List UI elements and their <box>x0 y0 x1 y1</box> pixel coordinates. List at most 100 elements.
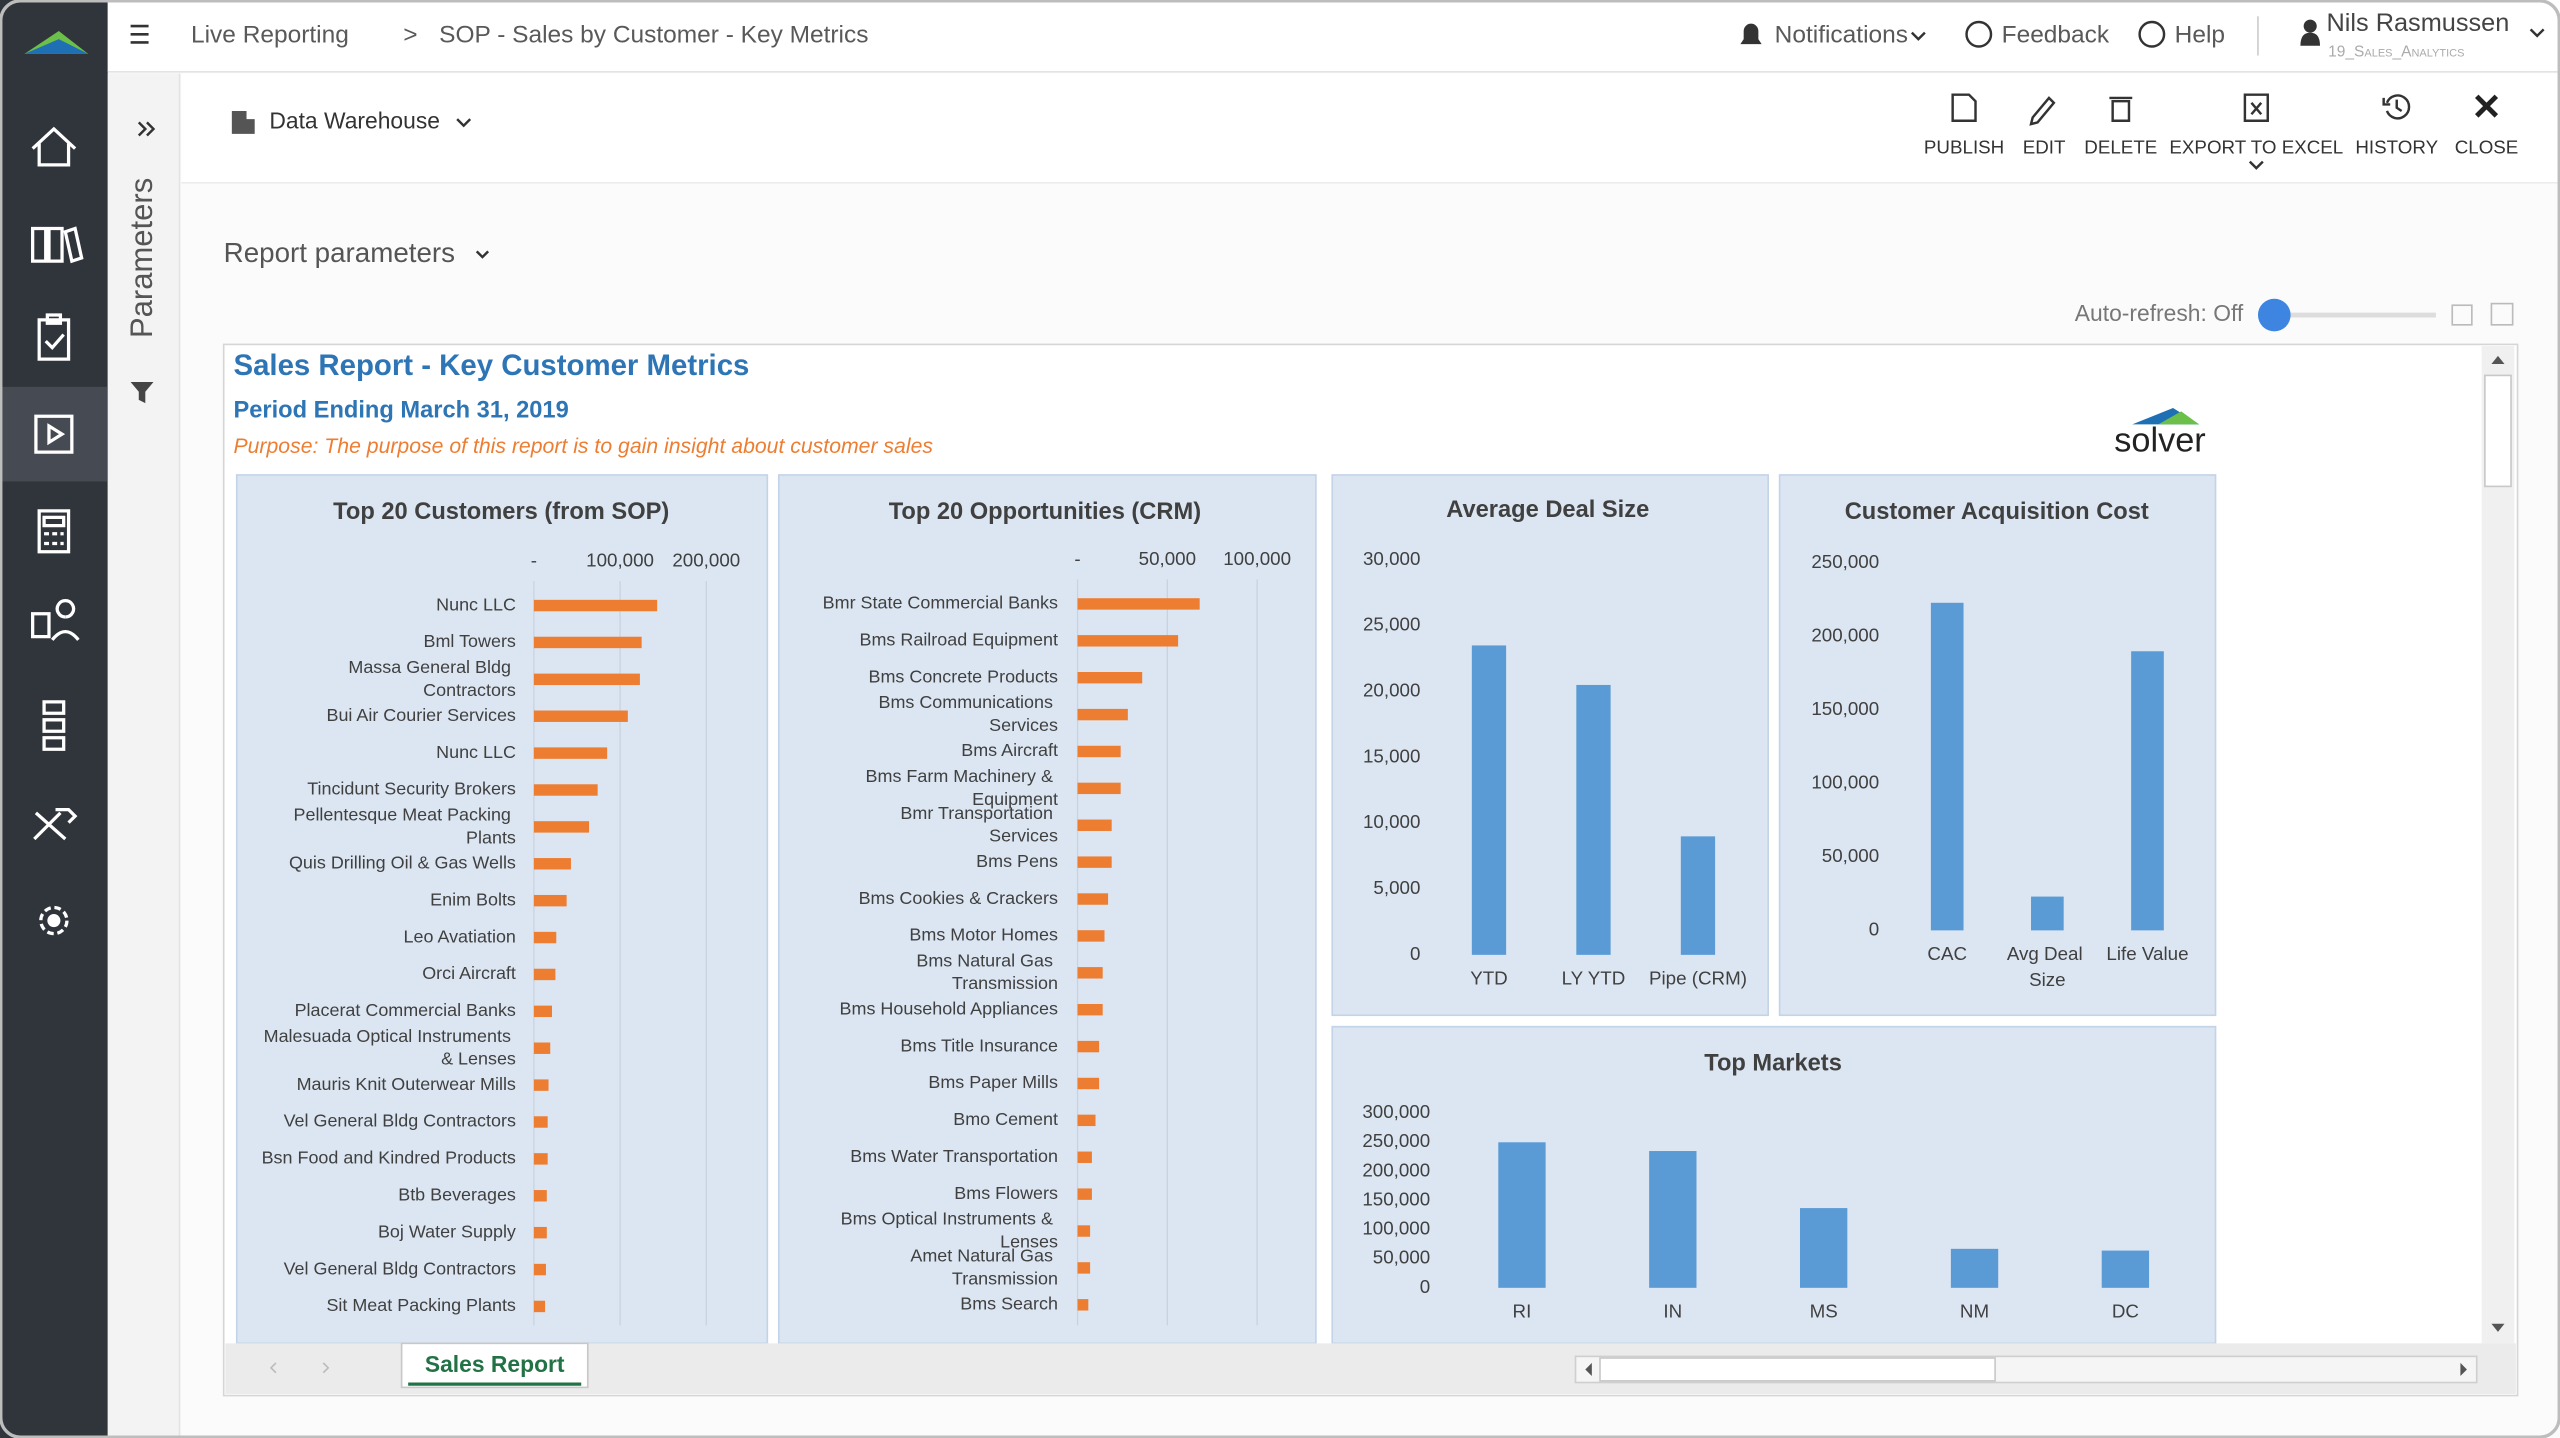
calculator-icon[interactable] <box>37 509 71 554</box>
vertical-scrollbar[interactable] <box>2481 346 2515 1344</box>
user-name[interactable]: Nils Rasmussen <box>2327 9 2510 37</box>
logo-text: solver <box>2114 421 2205 459</box>
top-bar <box>107 0 2560 72</box>
category-label: Massa General Bldg Contractors <box>348 657 516 700</box>
category-label: Malesuada Optical Instruments & Lenses <box>264 1026 516 1069</box>
y-tick-label: 50,000 <box>1373 1247 1430 1268</box>
y-tick-label: 100,000 <box>1811 771 1879 792</box>
x-tick-label: 50,000 <box>1139 548 1196 569</box>
bar <box>1077 1262 1091 1274</box>
category-label: Nunc LLC <box>436 594 516 614</box>
bar <box>1077 1003 1103 1016</box>
chart-title: Customer Acquisition Cost <box>1845 499 2149 525</box>
publish-icon[interactable] <box>1951 93 1977 123</box>
bar <box>533 894 567 907</box>
x-tick-label: Pipe (CRM) <box>1649 967 1747 988</box>
hierarchy-icon[interactable] <box>42 700 66 751</box>
category-label: Vel General Bldg Contractors <box>284 1258 516 1278</box>
report-icon[interactable] <box>34 414 74 454</box>
delete-icon[interactable] <box>2109 96 2133 123</box>
chart-title: Top 20 Opportunities (CRM) <box>889 499 1201 525</box>
tools-icon[interactable] <box>33 807 78 841</box>
bar <box>1077 1151 1092 1163</box>
toolbar-action[interactable]: EDIT <box>2023 136 2066 157</box>
y-tick-label: 10,000 <box>1363 811 1420 832</box>
parameters-panel[interactable] <box>107 73 180 1438</box>
bar <box>533 1116 548 1128</box>
chart-panel <box>1331 1025 2217 1345</box>
bar <box>2131 651 2164 931</box>
users-icon[interactable] <box>31 599 80 641</box>
toolbar-action[interactable]: HISTORY <box>2355 136 2438 157</box>
excel-icon[interactable] <box>2243 93 2269 123</box>
history-icon[interactable] <box>2382 94 2411 120</box>
y-tick-label: 5,000 <box>1373 877 1420 898</box>
horizontal-scroll-thumb[interactable] <box>1599 1357 1996 1382</box>
bar <box>1077 967 1103 979</box>
chart-title: Average Deal Size <box>1446 497 1649 523</box>
app-logo-accent <box>24 39 89 54</box>
chevron <box>2529 28 2545 38</box>
home-icon[interactable] <box>31 126 77 167</box>
feedback-icon[interactable] <box>1965 20 1993 48</box>
sheet-tab[interactable] <box>400 1342 589 1389</box>
data-source[interactable]: Data Warehouse <box>269 107 440 133</box>
bar <box>533 673 640 686</box>
bar <box>533 784 598 796</box>
report-parameters[interactable]: Report parameters <box>224 237 455 268</box>
feedback[interactable]: Feedback <box>2002 21 2110 48</box>
help[interactable]: Help <box>2175 21 2225 48</box>
category-label: Bms Optical Instruments & Lenses <box>841 1208 1058 1251</box>
notifications[interactable]: Notifications <box>1775 21 1908 48</box>
y-tick-label: 250,000 <box>1362 1130 1430 1151</box>
category-label: Pellentesque Meat Packing Plants <box>294 804 516 847</box>
user-icon[interactable] <box>2300 32 2320 46</box>
y-tick-label: 150,000 <box>1362 1188 1430 1209</box>
bar <box>1077 893 1109 905</box>
sidebar-icons[interactable] <box>24 31 89 936</box>
grid-view-icon[interactable] <box>2490 302 2514 326</box>
x-tick-label: RI <box>1513 1300 1532 1321</box>
breadcrumb-root[interactable]: Live Reporting <box>191 21 349 48</box>
expand-report-icon[interactable] <box>2451 304 2473 326</box>
bar <box>1680 836 1716 955</box>
sheet-tab-label[interactable]: Sales Report <box>425 1351 565 1377</box>
auto-refresh-label: Auto-refresh: Off <box>2075 300 2244 326</box>
y-tick-label: 300,000 <box>1362 1101 1430 1122</box>
expand-icon[interactable] <box>137 121 156 137</box>
parameters-label[interactable]: Parameters <box>124 178 159 338</box>
filter-icon[interactable] <box>130 381 154 404</box>
bell-icon[interactable] <box>1740 23 1762 48</box>
y-tick-label: 150,000 <box>1811 698 1879 719</box>
bar <box>1077 1040 1100 1053</box>
menu-icon[interactable] <box>130 24 149 44</box>
toolbar-action[interactable]: PUBLISH <box>1924 136 2004 157</box>
bar <box>1077 1225 1091 1237</box>
toggle-knob[interactable] <box>2257 298 2291 332</box>
help-icon[interactable] <box>2138 20 2166 48</box>
category-label: Enim Bolts <box>430 889 516 909</box>
tasks-icon[interactable] <box>37 313 71 361</box>
library-icon[interactable] <box>31 226 84 264</box>
x-tick-label: NM <box>1960 1300 1989 1321</box>
vertical-scroll-thumb[interactable] <box>2484 374 2512 488</box>
settings-icon[interactable] <box>39 905 69 936</box>
category-label: Bms Cookies & Crackers <box>859 888 1058 908</box>
category-label: Bms Flowers <box>954 1183 1058 1203</box>
category-label: Bmr Transportation Services <box>900 803 1058 846</box>
y-tick-label: 30,000 <box>1363 548 1420 569</box>
user-role: 19_Sales_Analytics <box>2328 43 2464 60</box>
toolbar-action[interactable]: EXPORT TO EXCEL <box>2169 136 2343 157</box>
bar <box>533 931 557 944</box>
tab-nav[interactable] <box>269 1362 330 1374</box>
bar <box>1077 1299 1089 1311</box>
bar <box>1077 782 1121 795</box>
edit-icon[interactable] <box>2029 96 2056 126</box>
close-icon[interactable] <box>2475 94 2499 118</box>
toolbar-action[interactable]: DELETE <box>2084 136 2157 157</box>
sidebar-active <box>0 386 108 482</box>
toolbar-action[interactable]: CLOSE <box>2455 136 2519 157</box>
category-label: Placerat Commercial Banks <box>295 1000 516 1020</box>
x-tick-label: 100,000 <box>1223 548 1291 569</box>
chart-title: Top 20 Customers (from SOP) <box>333 499 669 525</box>
